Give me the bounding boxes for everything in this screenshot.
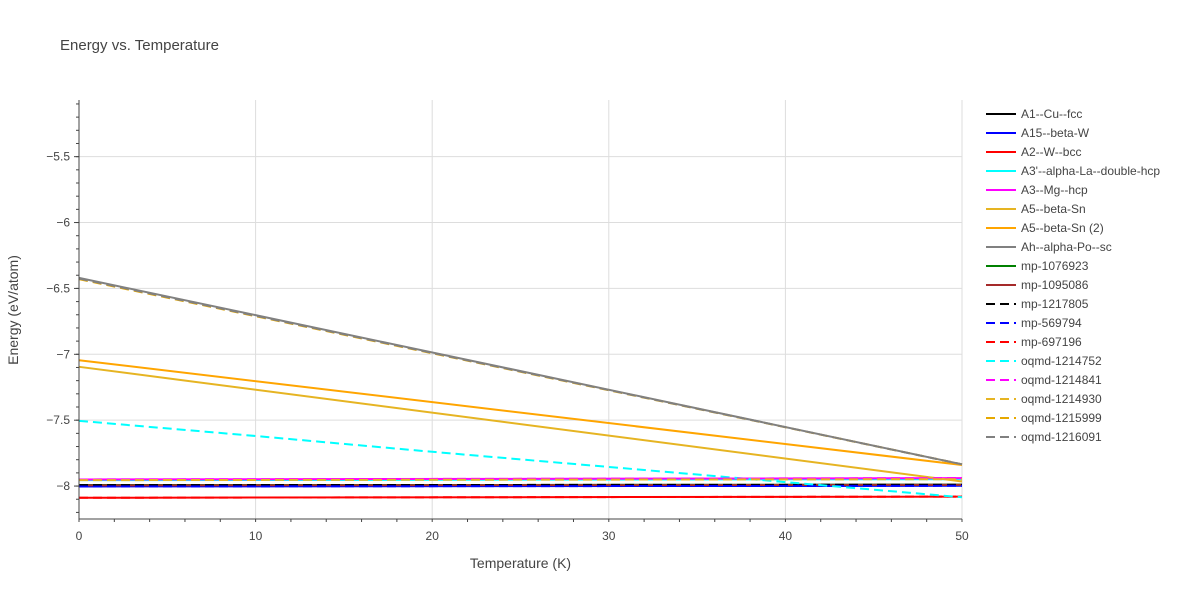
- legend-label: A5--beta-Sn (2): [1021, 221, 1104, 235]
- x-tick-label: 0: [76, 529, 83, 543]
- legend-label: A1--Cu--fcc: [1021, 107, 1082, 121]
- legend-item[interactable]: A1--Cu--fcc: [986, 107, 1082, 121]
- legend-item[interactable]: oqmd-1214841: [986, 373, 1102, 387]
- series-line: [78, 419, 963, 499]
- legend-item[interactable]: A3--Mg--hcp: [986, 183, 1088, 197]
- x-tick-label: 40: [779, 529, 793, 543]
- legend-item[interactable]: A15--beta-W: [986, 126, 1090, 140]
- y-tick-label: −6.5: [46, 281, 70, 295]
- chart-title: Energy vs. Temperature: [60, 37, 219, 54]
- series-line: [78, 365, 963, 483]
- legend-label: A5--beta-Sn: [1021, 202, 1086, 216]
- legend-item[interactable]: A2--W--bcc: [986, 145, 1081, 159]
- series-line: [78, 484, 963, 488]
- y-tick-label: −6: [56, 216, 70, 230]
- series-line: [78, 277, 963, 466]
- x-tick-label: 10: [249, 529, 263, 543]
- legend-label: oqmd-1214752: [1021, 354, 1102, 368]
- legend-item[interactable]: Ah--alpha-Po--sc: [986, 240, 1112, 254]
- y-axis-label: Energy (eV/atom): [5, 255, 21, 365]
- legend-label: mp-569794: [1021, 316, 1082, 330]
- legend-label: A3--Mg--hcp: [1021, 183, 1088, 197]
- legend-label: oqmd-1215999: [1021, 411, 1102, 425]
- legend-item[interactable]: mp-1217805: [986, 297, 1089, 311]
- x-axis-label: Temperature (K): [470, 555, 571, 571]
- x-tick-label: 50: [955, 529, 969, 543]
- series-line: [78, 478, 963, 482]
- legend-item[interactable]: mp-1076923: [986, 259, 1089, 273]
- grid: [79, 100, 963, 519]
- x-tick-label: 30: [602, 529, 616, 543]
- legend-item[interactable]: oqmd-1214930: [986, 392, 1102, 406]
- plot-area: [78, 276, 963, 499]
- legend-label: oqmd-1216091: [1021, 430, 1102, 444]
- y-tick-label: −7: [56, 347, 70, 361]
- legend-item[interactable]: A3'--alpha-La--double-hcp: [986, 164, 1160, 178]
- legend-item[interactable]: mp-569794: [986, 316, 1082, 330]
- legend-label: oqmd-1214930: [1021, 392, 1102, 406]
- legend-item[interactable]: mp-697196: [986, 335, 1082, 349]
- series-line: [78, 495, 963, 499]
- legend-label: oqmd-1214841: [1021, 373, 1102, 387]
- series-line: [78, 359, 963, 466]
- legend[interactable]: A1--Cu--fcc A15--beta-W A2--W--bcc A3'--alp…: [986, 107, 1160, 444]
- legend-label: mp-1217805: [1021, 297, 1089, 311]
- legend-label: A2--W--bcc: [1021, 145, 1081, 159]
- legend-item[interactable]: oqmd-1214752: [986, 354, 1102, 368]
- legend-item[interactable]: A5--beta-Sn (2): [986, 221, 1104, 235]
- y-tick-label: −8: [56, 479, 70, 493]
- legend-item[interactable]: oqmd-1216091: [986, 430, 1102, 444]
- y-tick-label: −5.5: [46, 150, 70, 164]
- y-tick-label: −7.5: [46, 413, 70, 427]
- legend-item[interactable]: A5--beta-Sn: [986, 202, 1086, 216]
- legend-label: A3'--alpha-La--double-hcp: [1021, 164, 1160, 178]
- axes: 0 10 20 30 40 50 −8 −7.5 −7 −6.5 −6 −5.5: [46, 100, 969, 543]
- legend-label: A15--beta-W: [1021, 126, 1090, 140]
- legend-label: mp-1095086: [1021, 278, 1089, 292]
- x-tick-label: 20: [426, 529, 440, 543]
- legend-item[interactable]: mp-1095086: [986, 278, 1089, 292]
- legend-label: mp-1076923: [1021, 259, 1089, 273]
- legend-label: Ah--alpha-Po--sc: [1021, 240, 1112, 254]
- legend-item[interactable]: oqmd-1215999: [986, 411, 1102, 425]
- legend-label: mp-697196: [1021, 335, 1082, 349]
